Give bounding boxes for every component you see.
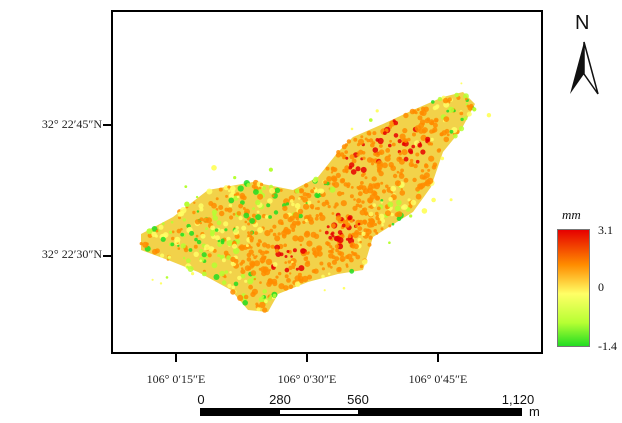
longitude-tick-east	[437, 354, 439, 362]
scale-label-0: 0	[197, 392, 205, 407]
north-letter: N	[575, 12, 590, 34]
scale-bar	[200, 408, 522, 416]
latitude-tick-south	[103, 255, 111, 257]
legend-max-label: 3.1	[598, 223, 613, 237]
scale-label-1120: 1,120	[501, 392, 535, 407]
scale-label-280: 280	[269, 392, 291, 407]
deformation-raster	[139, 82, 492, 313]
map-frame	[111, 10, 543, 354]
legend-min-label: -1.4	[598, 339, 617, 353]
longitude-tick-west	[175, 354, 177, 362]
legend-unit: mm	[562, 207, 581, 222]
longitude-label-center: 106° 0′30″E	[277, 372, 337, 386]
north-arrow-icon	[570, 41, 599, 95]
longitude-label-east: 106° 0′45″E	[408, 372, 468, 386]
longitude-label-west: 106° 0′15″E	[146, 372, 206, 386]
longitude-tick-center	[306, 354, 308, 362]
latitude-tick-north	[103, 124, 111, 126]
legend-mid-label: 0	[598, 280, 604, 294]
scale-unit: m	[529, 404, 540, 419]
legend-color-ramp	[557, 229, 590, 347]
scale-label-560: 560	[347, 392, 369, 407]
latitude-label-north: 32° 22′45″N	[41, 117, 102, 131]
scale-bar-white-segment	[280, 410, 358, 414]
latitude-label-south: 32° 22′30″N	[41, 247, 102, 261]
